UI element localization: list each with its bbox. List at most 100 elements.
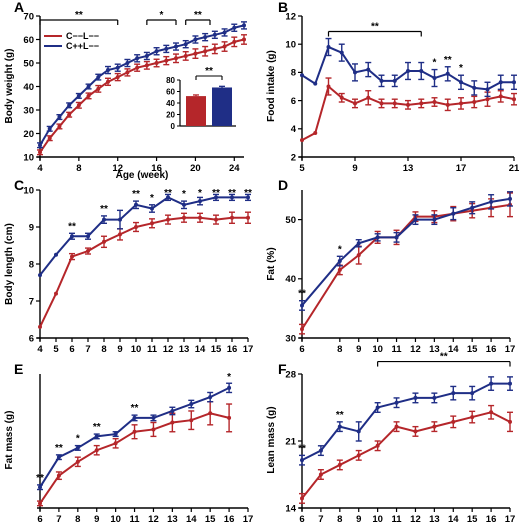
data-point	[86, 234, 90, 239]
significance-label: *	[433, 58, 437, 69]
data-point	[356, 253, 361, 258]
y-tick-label: 4	[291, 124, 297, 135]
data-point	[151, 415, 156, 420]
x-tick-label: 15	[467, 344, 478, 355]
data-point	[432, 217, 437, 222]
data-point	[96, 86, 101, 91]
x-tick-label: 10	[372, 344, 383, 355]
data-point	[232, 39, 237, 44]
data-point	[230, 195, 234, 200]
data-point	[106, 79, 110, 84]
x-tick-label: 17	[456, 163, 467, 174]
data-point	[375, 443, 380, 448]
legend: C−−L−−C++L−−	[44, 31, 99, 51]
y-axis-label: Body length (cm)	[4, 223, 15, 305]
data-point	[189, 402, 194, 407]
series-line	[301, 84, 515, 141]
data-point	[183, 53, 188, 58]
x-tick-label: 16	[227, 344, 238, 355]
x-tick-label: 12	[148, 514, 159, 525]
x-tick-label: 5	[299, 163, 305, 174]
data-point	[189, 418, 194, 423]
data-point	[512, 80, 516, 85]
data-point	[392, 78, 397, 83]
x-tick-label: 14	[195, 344, 206, 355]
y-axis-label: Fat mass (g)	[4, 411, 15, 470]
y-tick-label: 6	[29, 333, 34, 344]
y-tick-label: 30	[285, 333, 296, 344]
data-point	[134, 202, 138, 207]
data-point	[182, 202, 186, 207]
data-point	[300, 138, 304, 143]
data-point	[230, 215, 234, 220]
x-tick-label: 15	[467, 514, 478, 525]
data-point	[182, 215, 186, 220]
series-control	[299, 192, 513, 335]
y-axis-label: Body weight (g)	[4, 49, 15, 124]
y-tick-label: 40	[23, 82, 34, 93]
data-point	[151, 427, 156, 432]
series-treated	[299, 376, 513, 466]
data-point	[326, 45, 331, 50]
x-tick-label: 11	[392, 514, 403, 525]
series-control	[299, 404, 513, 504]
significance-label: **	[100, 204, 108, 215]
data-point	[353, 70, 357, 75]
series-line	[39, 216, 248, 328]
data-point	[170, 408, 175, 413]
legend-entry: C++L−−	[66, 41, 99, 51]
data-point	[86, 93, 91, 98]
series-line	[39, 24, 245, 146]
x-tick-label: 10	[131, 344, 142, 355]
data-point	[222, 44, 227, 49]
data-point	[174, 56, 178, 61]
x-tick-label: 10	[372, 514, 383, 525]
y-axis-label: Lean mass (g)	[266, 406, 277, 473]
data-point	[242, 23, 246, 28]
data-point	[419, 68, 424, 73]
data-point	[222, 30, 227, 35]
data-point	[164, 46, 169, 51]
y-tick-label: 2	[291, 152, 296, 163]
data-point	[392, 101, 397, 106]
y-tick-label: 8	[29, 259, 34, 270]
data-point	[125, 70, 130, 75]
y-tick-label: 10	[285, 40, 296, 51]
data-point	[451, 211, 456, 216]
data-point	[337, 259, 342, 264]
data-point	[470, 415, 475, 420]
x-tick-label: 14	[186, 514, 197, 525]
inset-bar	[186, 96, 206, 126]
x-tick-label: 8	[101, 344, 106, 355]
x-tick-label: 9	[94, 514, 99, 525]
x-tick-label: 14	[448, 514, 459, 525]
x-tick-label: 11	[392, 344, 403, 355]
data-point	[113, 441, 118, 446]
x-tick-label: 7	[56, 514, 61, 525]
data-point	[394, 424, 399, 429]
data-point	[366, 95, 371, 100]
data-point	[313, 131, 318, 136]
data-point	[118, 217, 122, 222]
inset-y-tick-label: 40	[166, 99, 175, 108]
x-tick-label: 13	[429, 514, 440, 525]
data-point	[356, 453, 361, 458]
significance-label: **	[55, 443, 63, 454]
data-point	[170, 420, 175, 425]
chart-panel-a: A 10 20 30 40 50 60 70 4 8 12 16 20 24 Body weight (g)…	[4, 0, 247, 181]
data-point	[326, 84, 331, 89]
significance-label: **	[132, 189, 140, 200]
data-point	[96, 75, 101, 80]
data-point	[76, 93, 81, 98]
x-tick-label: 5	[53, 344, 59, 355]
series-line	[301, 203, 511, 330]
x-tick-label: 6	[299, 514, 304, 525]
x-tick-label: 24	[229, 163, 240, 174]
data-point	[144, 63, 149, 68]
y-tick-label: 7	[29, 296, 34, 307]
series-treated	[37, 382, 233, 491]
x-tick-label: 9	[356, 514, 361, 525]
